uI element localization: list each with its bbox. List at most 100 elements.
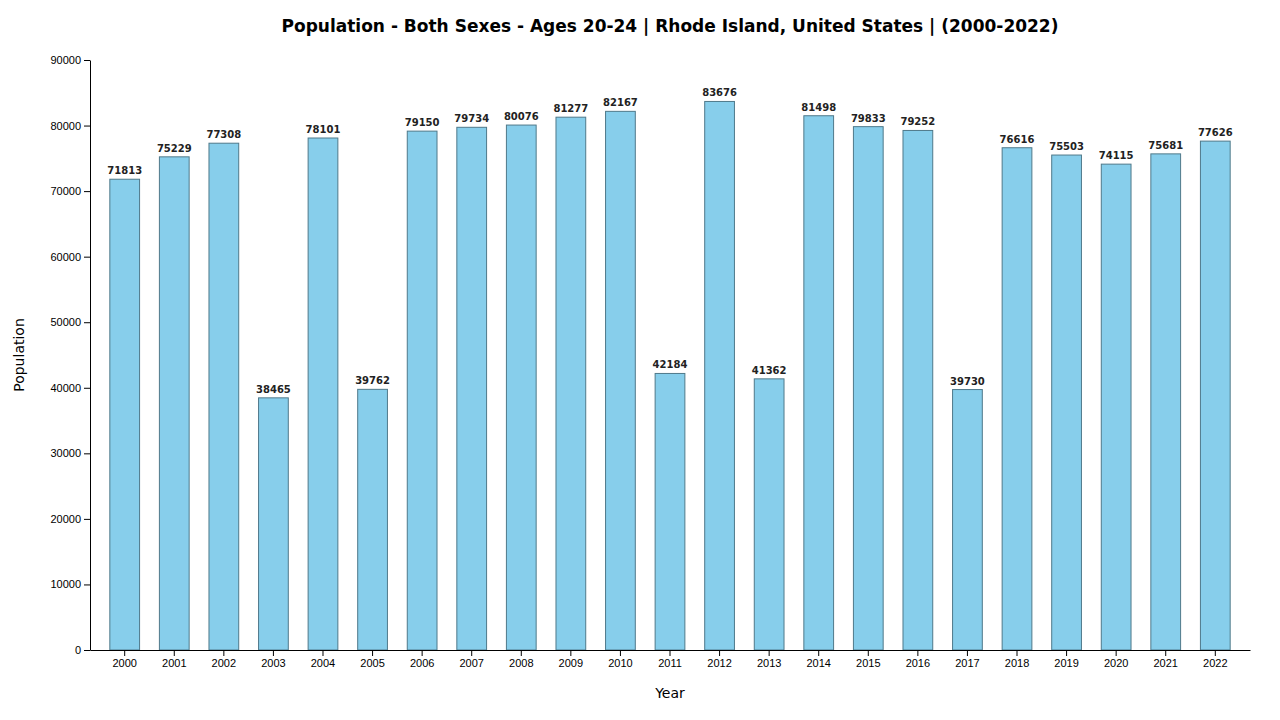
y-tick: 50000 <box>50 316 90 328</box>
data-label: 79734 <box>454 113 489 124</box>
bar <box>1002 148 1032 650</box>
x-tick: 2008 <box>509 650 533 669</box>
y-tick: 30000 <box>50 447 90 459</box>
tick-label: 2015 <box>856 657 880 669</box>
tick-mark <box>868 650 869 656</box>
tick-label: 2010 <box>608 657 632 669</box>
tick-label: 2000 <box>112 657 136 669</box>
tick-label: 80000 <box>50 120 81 132</box>
data-label: 42184 <box>653 359 688 370</box>
x-tick: 2018 <box>1005 650 1029 669</box>
bar <box>159 157 189 650</box>
bar <box>903 130 933 650</box>
tick-mark <box>1165 650 1166 656</box>
x-tick: 2009 <box>559 650 583 669</box>
tick-mark <box>620 650 621 656</box>
tick-label: 2002 <box>212 657 236 669</box>
tick-mark <box>223 650 224 656</box>
bar <box>1101 164 1131 650</box>
tick-mark <box>273 650 274 656</box>
chart: 2000200120022003200420052006200720082009… <box>0 0 1280 720</box>
bar <box>853 127 883 650</box>
tick-mark <box>372 650 373 656</box>
tick-label: 2022 <box>1203 657 1227 669</box>
x-tick: 2006 <box>410 650 434 669</box>
x-tick: 2012 <box>707 650 731 669</box>
y-axis-title: Population <box>11 318 27 392</box>
tick-mark <box>84 60 90 61</box>
tick-mark <box>84 257 90 258</box>
bar <box>457 127 487 650</box>
bar <box>209 143 239 650</box>
tick-mark <box>1017 650 1018 656</box>
x-tick: 2003 <box>261 650 285 669</box>
tick-label: 2005 <box>360 657 384 669</box>
x-tick: 2004 <box>311 650 335 669</box>
tick-label: 2004 <box>311 657 335 669</box>
data-label: 75681 <box>1148 140 1183 151</box>
x-tick: 2000 <box>112 650 136 669</box>
data-label: 39762 <box>355 375 390 386</box>
bar <box>308 138 338 650</box>
data-label: 83676 <box>702 87 737 98</box>
tick-mark <box>322 650 323 656</box>
data-label: 81498 <box>801 102 836 113</box>
data-label: 81277 <box>553 103 588 114</box>
tick-mark <box>471 650 472 656</box>
x-tick: 2022 <box>1203 650 1227 669</box>
tick-mark <box>521 650 522 656</box>
tick-label: 2013 <box>757 657 781 669</box>
tick-mark <box>818 650 819 656</box>
tick-label: 0 <box>75 644 81 656</box>
x-tick: 2013 <box>757 650 781 669</box>
bar <box>606 111 636 650</box>
x-tick: 2011 <box>658 650 682 669</box>
x-tick: 2017 <box>955 650 979 669</box>
tick-label: 2012 <box>707 657 731 669</box>
bar <box>655 373 685 650</box>
x-axis: 2000200120022003200420052006200720082009… <box>91 650 1251 669</box>
title: Population - Both Sexes - Ages 20-24 | R… <box>282 16 1059 36</box>
y-tick: 0 <box>75 644 90 656</box>
x-tick: 2020 <box>1104 650 1128 669</box>
y-tick: 90000 <box>50 54 90 66</box>
tick-mark <box>84 650 90 651</box>
data-label: 75229 <box>157 143 192 154</box>
data-label: 74115 <box>1099 150 1134 161</box>
tick-mark <box>670 650 671 656</box>
data-label: 41362 <box>752 365 787 376</box>
tick-label: 90000 <box>50 54 81 66</box>
tick-label: 70000 <box>50 185 81 197</box>
tick-label: 20000 <box>50 513 81 525</box>
bar <box>506 125 536 650</box>
tick-mark <box>967 650 968 656</box>
tick-label: 2003 <box>261 657 285 669</box>
tick-label: 2020 <box>1104 657 1128 669</box>
tick-mark <box>84 322 90 323</box>
tick-label: 2021 <box>1153 657 1177 669</box>
x-tick: 2014 <box>806 650 830 669</box>
x-tick: 2016 <box>906 650 930 669</box>
bar <box>1200 141 1230 650</box>
tick-mark <box>174 650 175 656</box>
bar <box>259 398 289 650</box>
x-tick: 2002 <box>212 650 236 669</box>
tick-mark <box>1066 650 1067 656</box>
data-label: 79150 <box>405 117 440 128</box>
bar <box>110 179 140 650</box>
data-label: 77626 <box>1198 127 1233 138</box>
data-label: 79252 <box>900 116 935 127</box>
data-label: 82167 <box>603 97 638 108</box>
data-label: 38465 <box>256 384 291 395</box>
bar <box>754 379 784 650</box>
tick-label: 2018 <box>1005 657 1029 669</box>
bar <box>556 117 586 650</box>
y-tick: 80000 <box>50 120 90 132</box>
bar <box>358 389 388 650</box>
x-tick: 2010 <box>608 650 632 669</box>
tick-mark <box>84 388 90 389</box>
y-tick: 10000 <box>50 578 90 590</box>
tick-label: 50000 <box>50 316 81 328</box>
x-tick: 2015 <box>856 650 880 669</box>
x-tick: 2005 <box>360 650 384 669</box>
